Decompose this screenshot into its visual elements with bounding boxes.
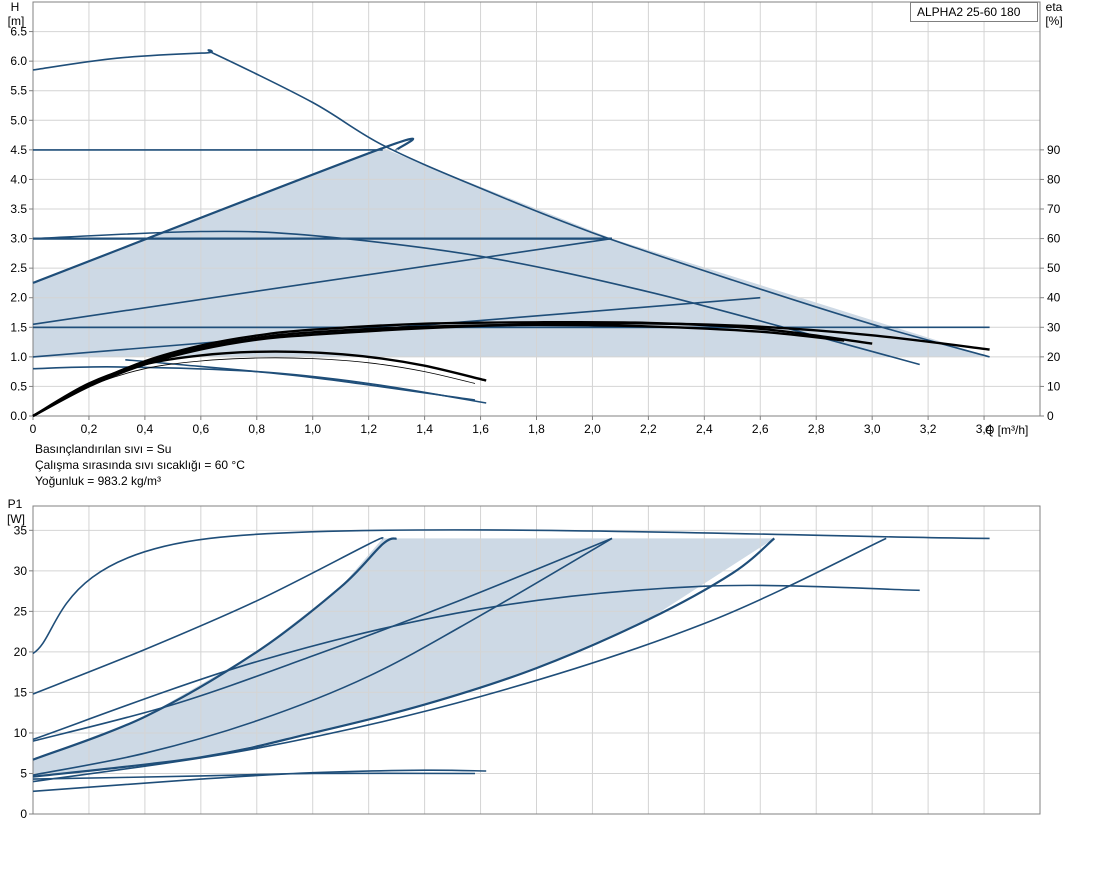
power-curve [32,537,613,742]
head-x-tick-label: 1,6 [472,422,489,436]
power-curve [32,529,990,655]
head-x-tick-label: 2,4 [696,422,713,436]
head-axis-unit: [m] [8,14,25,28]
power-y-tick-label: 10 [14,726,28,740]
eta-tick-label: 30 [1047,320,1061,334]
head-y-tick-label: 3.0 [10,232,27,246]
power-curve [32,537,887,783]
fluid-info: Basınçlandırılan sıvı = Su [35,442,172,456]
head-x-tick-label: 1,0 [304,422,321,436]
head-x-tick-label: 2,2 [640,422,657,436]
eta-tick-label: 60 [1047,232,1061,246]
head-x-tick-label: 1,4 [416,422,433,436]
model-label: ALPHA2 25-60 180 [917,5,1021,19]
power-y-tick-label: 20 [14,645,28,659]
head-x-tick-label: 0,2 [81,422,98,436]
head-curve [32,237,613,326]
head-y-tick-label: 4.5 [10,143,27,157]
head-y-tick-label: 1.5 [10,320,27,334]
head-y-tick-label: 2.5 [10,261,27,275]
eta-tick-label: 10 [1047,379,1061,393]
eta-tick-label: 50 [1047,261,1061,275]
head-y-tick-label: 2.0 [10,291,27,305]
eta-tick-label: 0 [1047,409,1054,423]
power-y-tick-label: 25 [14,604,28,618]
head-x-tick-label: 0,4 [137,422,154,436]
head-x-tick-label: 0,6 [192,422,209,436]
head-y-tick-label: 4.0 [10,172,27,186]
eta-tick-label: 20 [1047,350,1061,364]
head-x-tick-label: 3,4 [976,422,993,436]
head-chart: 0 0,2 0,4 0,6 0,8 1,0 1,2 1,4 1,6 1,8 2,0 2,2 2,4 2,6… [8,0,1063,437]
eta-axis-title: eta [1046,0,1063,14]
efficiency-curve [32,322,990,418]
head-x-tick-label: 1,8 [528,422,545,436]
head-x-tick-label: 2,6 [752,422,769,436]
power-y-tick-label: 30 [14,564,28,578]
head-axis-title: H [11,0,20,14]
eta-axis-unit: [%] [1045,14,1062,28]
eta-tick-label: 80 [1047,172,1061,186]
head-y-tick-label: 5.0 [10,113,27,127]
power-curve [32,537,398,761]
head-x-tick-label: 3,0 [864,422,881,436]
power-curve [32,536,384,695]
head-curve [32,137,415,284]
head-y-tick-label: 6.5 [10,25,27,39]
head-curve [32,49,990,358]
temperature-info: Çalışma sırasında sıvı sıcaklığı = 60 °C [35,458,245,472]
power-chart: 0 5 10 15 20 25 30 35 P1[W] [7,497,1041,821]
head-x-tick-label: 3,2 [920,422,937,436]
flow-axis-title: Q [m³/h] [985,423,1028,437]
head-x-tick-label: 2,0 [584,422,601,436]
power-y-tick-label: 35 [14,523,28,537]
power-y-tick-label: 15 [14,685,28,699]
power-y-tick-label: 5 [20,766,27,780]
power-curve [32,584,920,741]
head-x-tick-label: 1,2 [360,422,377,436]
power-plot-frame [32,505,1041,815]
density-info: Yoğunluk = 983.2 kg/m³ [35,474,161,488]
power-curve [32,537,613,776]
head-y-tick-label: 1.0 [10,350,27,364]
head-operating-region [33,148,990,357]
head-plot-frame [32,1,1041,417]
efficiency-curve [32,350,487,418]
head-y-tick-label: 0.0 [10,409,27,423]
eta-tick-label: 40 [1047,291,1061,305]
efficiency-curve [32,320,873,418]
head-x-tick-label: 2,8 [808,422,825,436]
eta-tick-label: 70 [1047,202,1061,216]
head-x-tick-label: 0,8 [248,422,265,436]
head-y-tick-label: 0.5 [10,379,27,393]
power-axis-unit: [W] [7,512,25,526]
head-y-tick-label: 5.5 [10,84,27,98]
head-x-tick-label: 0 [30,422,37,436]
head-y-tick-label: 6.0 [10,54,27,68]
power-y-tick-label: 0 [20,807,27,821]
eta-tick-label: 90 [1047,143,1061,157]
model-label-box: ALPHA2 25-60 180 [910,2,1038,22]
power-curve [32,772,476,780]
efficiency-curve [32,323,845,418]
head-y-tick-label: 3.5 [10,202,27,216]
power-axis-title: P1 [8,497,23,511]
